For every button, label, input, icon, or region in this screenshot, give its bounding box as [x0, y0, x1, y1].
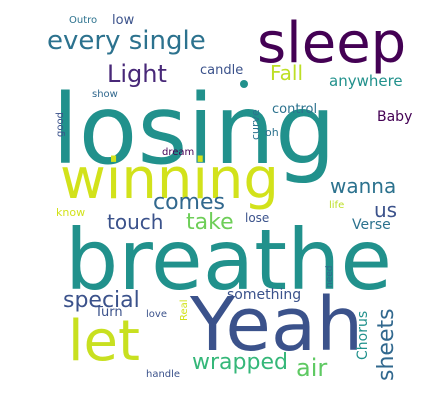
word-fall: Fall — [270, 61, 304, 85]
word-something: something — [227, 287, 302, 303]
word-touch: touch — [107, 210, 164, 234]
word-every-single: every single — [47, 26, 206, 56]
word-turn: Turn — [95, 305, 123, 320]
word-wrapped: wrapped — [192, 350, 288, 375]
word-let: let — [68, 309, 140, 374]
word-candle: candle — [200, 63, 244, 78]
word-yeah: Yeah — [190, 282, 364, 368]
word-control: control — [272, 102, 318, 117]
word-losing: losing — [52, 74, 336, 186]
dot-mark — [240, 80, 248, 88]
word-low: low — [112, 13, 135, 28]
word-light: Light — [107, 60, 167, 88]
word-curve: curve — [249, 109, 262, 140]
word-baby: Baby — [377, 109, 413, 125]
word-chorus: Chorus — [355, 310, 371, 360]
word-comes: comes — [153, 190, 225, 215]
word-lose: lose — [245, 211, 270, 225]
word-sleep: sleep — [257, 11, 407, 76]
word-show: show — [92, 89, 118, 100]
word-anywhere: anywhere — [329, 72, 403, 90]
word-special: special — [63, 288, 140, 313]
word-handle: handle — [146, 369, 181, 380]
word-winning: winning — [60, 147, 279, 212]
word-real: Real — [179, 299, 190, 321]
word-outro: Outro — [69, 15, 98, 26]
word-take: take — [186, 210, 234, 235]
word-life: life — [329, 200, 345, 211]
word-know: know — [56, 206, 86, 219]
word-oh: oh — [265, 126, 279, 139]
word-breathe: breathe — [65, 211, 393, 309]
word-need: need — [325, 265, 335, 289]
word-good: good — [55, 112, 66, 137]
word-dream: dream — [162, 147, 195, 158]
word-love: love — [146, 309, 167, 320]
word-us: us — [374, 198, 398, 222]
word-verse: Verse — [352, 217, 391, 233]
word-wanna: wanna — [330, 174, 397, 198]
word-air: air — [296, 354, 328, 382]
word-sheets: sheets — [374, 308, 399, 381]
